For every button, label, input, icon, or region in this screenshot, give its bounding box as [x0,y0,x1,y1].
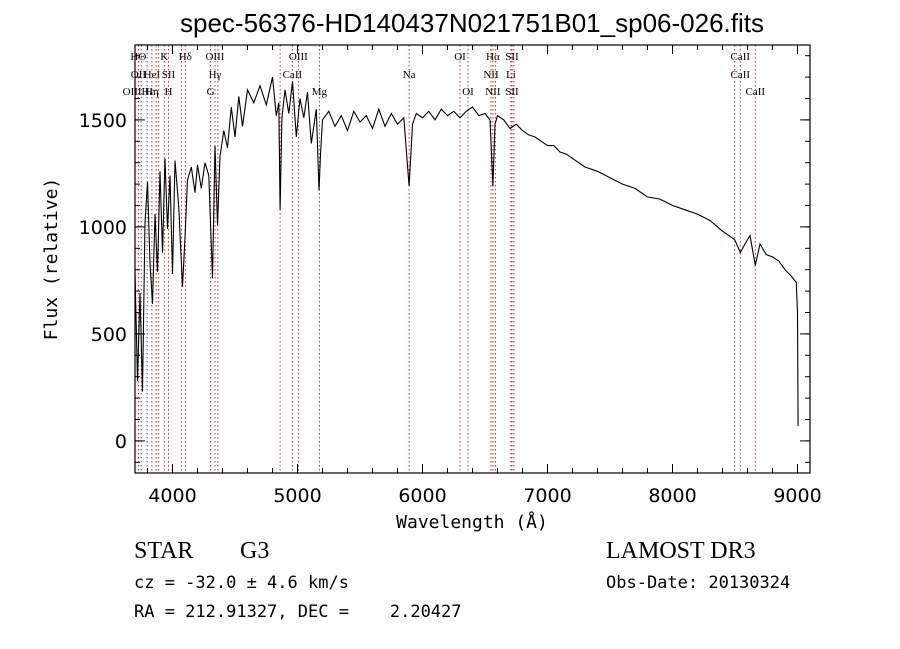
line-label: OIII [206,51,225,63]
line-label: OIIIHε [123,86,155,98]
x-tick-label: 8000 [648,485,696,507]
y-tick-label: 1000 [79,217,127,239]
chart-title: spec-56376-HD140437N021751B01_sp06-026.f… [180,8,764,38]
line-label: Li [506,69,516,81]
line-label: H [165,86,173,98]
x-tick-label: 4000 [148,485,196,507]
redshift-text: cz = -32.0 ± 4.6 km/s [134,573,349,593]
line-label: HeI [144,69,161,81]
line-label: Hα [486,51,500,63]
line-label: NII [483,69,499,81]
line-label: Mg [312,86,328,98]
line-label: G [207,86,215,98]
line-label: Hγ [209,69,222,81]
y-axis-label: Flux (relative) [41,178,62,341]
line-label: K [160,51,168,63]
x-tick-label: 7000 [523,485,571,507]
survey-name: LAMOST DR3 [606,538,756,564]
line-label: SII [505,51,519,63]
line-label: CaII [730,69,750,81]
object-class: STAR [134,538,194,564]
x-tick-label: 9000 [773,485,821,507]
line-label: CaII [730,51,750,63]
x-axis-label: Wavelength (Å) [396,511,548,533]
x-tick-label: 6000 [398,485,446,507]
spectrum-chart: spec-56376-HD140437N021751B01_sp06-026.f… [41,8,822,533]
line-label: OI [462,86,474,98]
spectrum-line [134,76,799,426]
line-label: CaII [745,86,765,98]
line-label: Hη [145,86,159,98]
coordinates-text: RA = 212.91327, DEC = 2.20427 [134,602,462,622]
x-tick-label: 5000 [273,485,321,507]
line-label: Na [403,69,416,81]
obs-date-text: Obs-Date: 20130324 [606,573,791,593]
spectral-subclass: G3 [240,538,270,564]
line-label: OI [454,51,466,63]
y-tick-label: 1500 [79,110,127,132]
axes: 4000 5000 6000 7000 8000 9000 0 500 1000 1500 [79,45,822,507]
line-label: HΘ [130,51,146,63]
line-label: SII [505,86,519,98]
plot-frame [134,44,811,474]
y-tick-label: 0 [115,431,127,453]
line-label: Hδ [179,51,192,63]
y-tick-label: 500 [91,324,127,346]
line-label: SII [162,69,176,81]
line-label: CaII [283,69,303,81]
line-label: NII [485,86,501,98]
line-label: OIII [289,51,308,63]
